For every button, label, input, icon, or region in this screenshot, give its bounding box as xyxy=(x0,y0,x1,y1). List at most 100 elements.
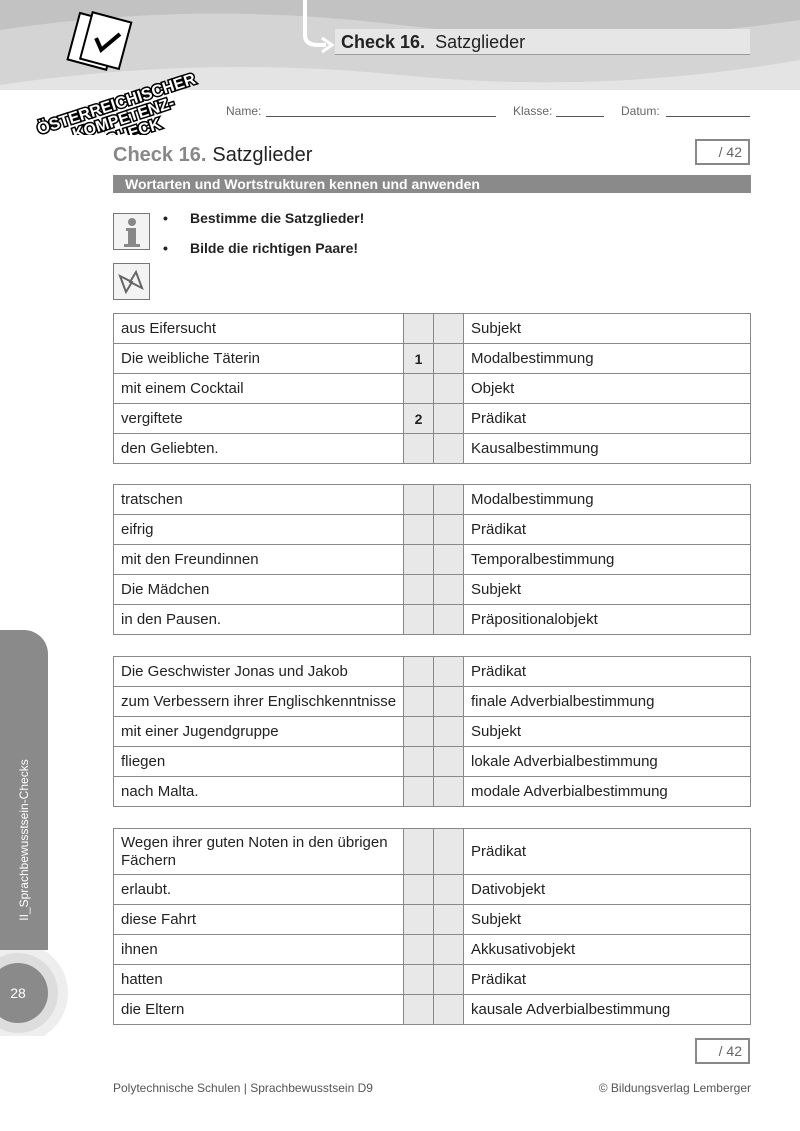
cell-right: Subjekt xyxy=(463,313,751,344)
header-label: Check 16. xyxy=(341,32,426,52)
cell-number xyxy=(403,656,434,687)
footer-right: © Bildungsverlag Lemberger xyxy=(598,1081,751,1095)
cell-number xyxy=(403,514,434,545)
cell-blank xyxy=(433,544,464,575)
cell-right: Prädikat xyxy=(463,514,751,545)
info-glyph xyxy=(124,218,140,247)
footer-left: Polytechnische Schulen | Sprachbewusstse… xyxy=(113,1081,373,1095)
cell-left: die Eltern xyxy=(113,994,404,1025)
cell-left: zum Verbessern ihrer Englischkenntnisse xyxy=(113,686,404,717)
instruction-text: Bilde die richtigen Paare! xyxy=(190,240,359,256)
cell-right: modale Adverbialbestimmung xyxy=(463,776,751,807)
cell-left: diese Fahrt xyxy=(113,904,404,935)
cell-blank xyxy=(433,686,464,717)
cell-blank xyxy=(433,934,464,965)
cell-right: finale Adverbialbestimmung xyxy=(463,686,751,717)
cell-blank xyxy=(433,904,464,935)
cell-blank xyxy=(433,716,464,747)
cell-number xyxy=(403,544,434,575)
score-box: / 42 xyxy=(695,139,750,165)
cell-left: Wegen ihrer guten Noten in den übrigen F… xyxy=(113,828,404,875)
cell-right: Akkusativobjekt xyxy=(463,934,751,965)
info-icon xyxy=(113,213,150,250)
cell-number xyxy=(403,686,434,717)
cell-left: aus Eifersucht xyxy=(113,313,404,344)
cell-blank xyxy=(433,313,464,344)
cell-number xyxy=(403,934,434,965)
cell-left: hatten xyxy=(113,964,404,995)
cell-number xyxy=(403,716,434,747)
cell-blank xyxy=(433,964,464,995)
cell-blank xyxy=(433,874,464,905)
cell-right: lokale Adverbialbestimmung xyxy=(463,746,751,777)
cell-blank xyxy=(433,656,464,687)
page-number: 28 xyxy=(10,985,26,1001)
cell-blank xyxy=(433,514,464,545)
header-title: Satzglieder xyxy=(435,32,526,52)
cell-blank xyxy=(433,403,464,434)
cell-left: vergiftete xyxy=(113,403,404,434)
cell-left: eifrig xyxy=(113,514,404,545)
pair-icon xyxy=(113,263,150,300)
cell-right: Modalbestimmung xyxy=(463,484,751,515)
cell-number: 1 xyxy=(403,343,434,374)
cell-left: fliegen xyxy=(113,746,404,777)
pair-glyph xyxy=(118,269,144,295)
cell-number: 2 xyxy=(403,403,434,434)
cell-blank xyxy=(433,484,464,515)
cell-blank xyxy=(433,433,464,464)
score-box: / 42 xyxy=(695,1038,750,1064)
form-line xyxy=(556,116,604,117)
cell-left: mit den Freundinnen xyxy=(113,544,404,575)
cell-right: Temporalbestimmung xyxy=(463,544,751,575)
cell-right: Subjekt xyxy=(463,716,751,747)
form-label: Datum: xyxy=(621,104,660,118)
form-label: Klasse: xyxy=(513,104,553,118)
instruction: • Bilde die richtigen Paare! xyxy=(163,240,359,256)
header-box: Check 16. Satzglieder xyxy=(335,29,750,55)
cell-left: mit einer Jugendgruppe xyxy=(113,716,404,747)
cell-number xyxy=(403,964,434,995)
instruction: • Bestimme die Satzglieder! xyxy=(163,210,365,226)
cell-right: Prädikat xyxy=(463,403,751,434)
cell-right: Subjekt xyxy=(463,904,751,935)
cell-right: Kausalbestimmung xyxy=(463,433,751,464)
form-line xyxy=(666,116,750,117)
instruction-text: Bestimme die Satzglieder! xyxy=(190,210,365,226)
cell-number xyxy=(403,313,434,344)
side-label: II_Sprachbewusstsein-Checks xyxy=(17,759,31,921)
cell-blank xyxy=(433,994,464,1025)
cell-right: Dativobjekt xyxy=(463,874,751,905)
cell-blank xyxy=(433,776,464,807)
cell-number xyxy=(403,746,434,777)
cell-number xyxy=(403,904,434,935)
cell-left: mit einem Cocktail xyxy=(113,373,404,404)
badge: ÖSTERREICHISCHER KOMPETENZ- CHECK xyxy=(33,11,200,135)
form-label: Name: xyxy=(226,104,262,118)
side-tab xyxy=(0,630,48,950)
cell-number xyxy=(403,373,434,404)
form-line xyxy=(266,116,496,117)
cell-number xyxy=(403,574,434,605)
cell-blank xyxy=(433,343,464,374)
cell-number xyxy=(403,994,434,1025)
cell-number xyxy=(403,433,434,464)
cell-right: Prädikat xyxy=(463,828,751,875)
cell-right: Prädikat xyxy=(463,656,751,687)
cell-left: ihnen xyxy=(113,934,404,965)
cell-left: Die Mädchen xyxy=(113,574,404,605)
cell-left: in den Pausen. xyxy=(113,604,404,635)
cell-number xyxy=(403,874,434,905)
cell-right: Objekt xyxy=(463,373,751,404)
cell-number xyxy=(403,484,434,515)
subtitle: Wortarten und Wortstrukturen kennen und … xyxy=(113,175,751,193)
cell-blank xyxy=(433,828,464,875)
cell-number xyxy=(403,776,434,807)
cell-right: Subjekt xyxy=(463,574,751,605)
cell-blank xyxy=(433,746,464,777)
cell-left: erlaubt. xyxy=(113,874,404,905)
cell-left: nach Malta. xyxy=(113,776,404,807)
cell-right: kausale Adverbialbestimmung xyxy=(463,994,751,1025)
